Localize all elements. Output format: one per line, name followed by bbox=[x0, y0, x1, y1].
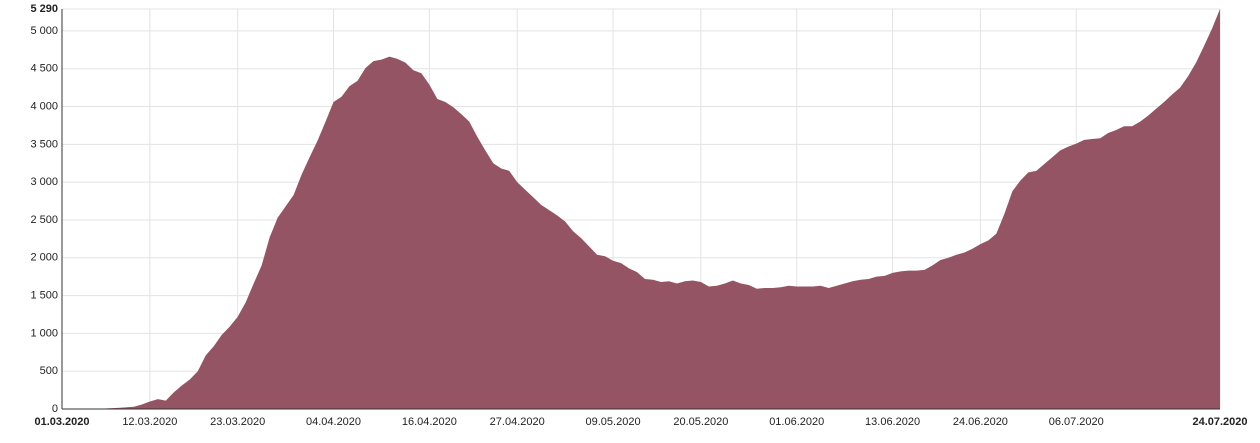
x-tick-label: 24.07.2020 bbox=[1192, 416, 1247, 428]
y-tick-label: 5 290 bbox=[30, 3, 58, 15]
x-tick-label: 12.03.2020 bbox=[122, 416, 177, 428]
x-tick-label: 20.05.2020 bbox=[673, 416, 728, 428]
y-tick-label: 1 500 bbox=[30, 289, 58, 301]
x-tick-label: 04.04.2020 bbox=[306, 416, 361, 428]
y-tick-label: 5 000 bbox=[30, 25, 58, 37]
y-tick-label: 2 500 bbox=[30, 214, 58, 226]
x-tick-label: 27.04.2020 bbox=[490, 416, 545, 428]
x-tick-label: 01.06.2020 bbox=[769, 416, 824, 428]
x-tick-label: 01.03.2020 bbox=[34, 416, 89, 428]
y-tick-label: 500 bbox=[40, 365, 58, 377]
y-tick-label: 4 000 bbox=[30, 100, 58, 112]
y-tick-label: 4 500 bbox=[30, 63, 58, 75]
y-tick-label: 3 000 bbox=[30, 176, 58, 188]
x-tick-label: 23.03.2020 bbox=[210, 416, 265, 428]
y-tick-label: 3 500 bbox=[30, 138, 58, 150]
x-tick-label: 16.04.2020 bbox=[402, 416, 457, 428]
area bbox=[62, 9, 1220, 409]
x-tick-label: 09.05.2020 bbox=[586, 416, 641, 428]
y-tick-label: 1 000 bbox=[30, 327, 58, 339]
x-tick-label: 13.06.2020 bbox=[865, 416, 920, 428]
y-tick-label: 0 bbox=[52, 403, 58, 415]
x-tick-label: 24.06.2020 bbox=[953, 416, 1008, 428]
x-tick-label: 06.07.2020 bbox=[1049, 416, 1104, 428]
y-tick-label: 2 000 bbox=[30, 252, 58, 264]
